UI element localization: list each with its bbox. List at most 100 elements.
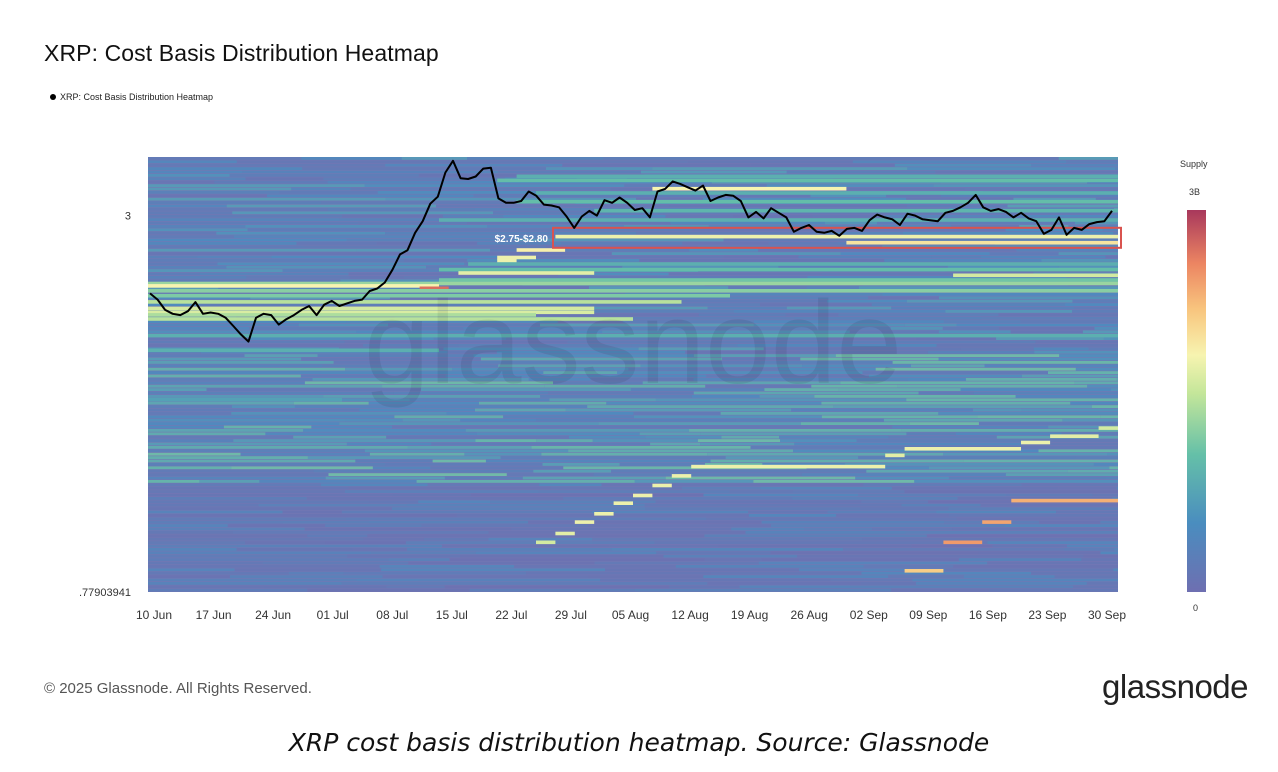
heatmap-cell — [148, 439, 234, 442]
heatmap-cell — [346, 320, 558, 323]
heatmap-cell — [148, 422, 340, 425]
heatmap-cell — [333, 361, 472, 364]
heatmap-cell — [445, 374, 707, 378]
heatmap-cell — [750, 446, 958, 449]
heatmap-cell — [718, 544, 912, 548]
heatmap-cell — [938, 330, 1011, 334]
heatmap-cell — [956, 323, 1118, 327]
x-tick-label: 08 Jul — [376, 608, 408, 622]
heatmap-cell — [1076, 483, 1118, 487]
heatmap-cell — [799, 568, 945, 572]
heatmap-cell — [894, 163, 1032, 167]
heatmap-rising-band — [652, 483, 672, 488]
heatmap-cell — [952, 527, 1118, 531]
heatmap-cell — [148, 340, 345, 344]
heatmap-cell — [148, 473, 329, 476]
heatmap-cell — [430, 466, 564, 470]
heatmap-cell — [753, 480, 915, 483]
heatmap-cell — [910, 422, 979, 425]
heatmap-cell — [148, 503, 259, 507]
heatmap-cell — [317, 354, 474, 357]
heatmap-cell — [987, 541, 1118, 544]
heatmap-cell — [541, 452, 708, 456]
heatmap-cell — [693, 354, 836, 357]
heatmap-cell — [513, 561, 595, 565]
heatmap-cell — [957, 497, 1113, 500]
heatmap-cell — [907, 378, 966, 381]
heatmap-cell — [433, 337, 507, 340]
heatmap-cell — [386, 435, 570, 439]
heatmap-band — [953, 273, 1118, 278]
heatmap-rising-band — [904, 569, 944, 573]
heatmap-cell — [1005, 228, 1103, 232]
heatmap-cell — [1005, 493, 1093, 497]
heatmap-cell — [1074, 381, 1118, 385]
heatmap-cell — [148, 231, 217, 235]
heatmap-cell — [526, 571, 711, 575]
heatmap-cell — [148, 167, 303, 170]
heatmap-cell — [691, 228, 745, 232]
heatmap-cell — [620, 299, 828, 303]
heatmap-cell — [148, 255, 198, 259]
x-tick-label: 30 Sep — [1088, 608, 1126, 622]
price-line[interactable] — [149, 159, 1113, 343]
heatmap-cell — [682, 242, 769, 245]
heatmap-cell — [148, 405, 232, 408]
heatmap-cell — [328, 473, 507, 476]
heatmap-cell — [148, 259, 404, 262]
heatmap-rising-band — [574, 520, 595, 524]
heatmap-cell — [642, 381, 841, 385]
heatmap-cell — [840, 381, 1075, 385]
heatmap-cell — [861, 500, 928, 504]
heatmap-cell — [824, 221, 877, 225]
heatmap-cell — [786, 170, 936, 174]
heatmap-cell — [998, 313, 1071, 317]
heatmap-band — [594, 208, 1118, 213]
heatmap-cell — [1072, 310, 1118, 313]
heatmap-cell — [346, 442, 432, 446]
heatmap-cell — [836, 514, 949, 517]
heatmap-cell — [938, 412, 1118, 415]
heatmap-cell — [1113, 568, 1118, 572]
heatmap-cell — [460, 418, 536, 422]
heatmap-cell — [605, 568, 799, 572]
heatmap-cell — [307, 588, 470, 592]
heatmap-cell — [1038, 449, 1118, 453]
heatmap-cell — [345, 418, 403, 422]
heatmap-cell — [444, 476, 523, 480]
heatmap-cell — [750, 163, 895, 167]
heatmap-cell — [996, 337, 1104, 340]
heatmap-cell — [148, 517, 346, 521]
heatmap-cell — [1109, 466, 1118, 470]
heatmap-cell — [345, 517, 568, 521]
heatmap-cell — [683, 327, 891, 330]
heatmap-cell — [779, 435, 889, 439]
heatmap-cell — [634, 415, 822, 419]
heatmap-cell — [469, 588, 635, 592]
heatmap-cell — [407, 548, 613, 551]
heatmap-cell — [493, 211, 664, 215]
heatmap-cell — [258, 503, 407, 507]
heatmap-cell — [546, 245, 698, 249]
heatmap-cell — [358, 221, 468, 225]
heatmap-cell — [301, 357, 481, 361]
heatmap-cell — [1107, 452, 1118, 456]
legend[interactable]: XRP: Cost Basis Distribution Heatmap — [50, 92, 213, 102]
heatmap-cell — [562, 163, 751, 167]
heatmap-cell — [148, 187, 292, 191]
heatmap-cell — [1033, 347, 1089, 351]
heatmap-cell — [693, 378, 908, 381]
heatmap-cell — [759, 395, 815, 398]
heatmap-cell — [764, 388, 839, 391]
heatmap-cell — [640, 170, 787, 174]
heatmap-cell — [838, 388, 961, 391]
heatmap-cell — [778, 367, 876, 371]
heatmap-cell — [799, 350, 928, 354]
heatmap-cell — [442, 544, 610, 548]
heatmap-rising-band — [633, 493, 653, 498]
heatmap-cell — [448, 170, 499, 174]
heatmap-cell — [148, 391, 231, 395]
heatmap-cell — [148, 357, 302, 361]
heatmap-cell — [464, 452, 542, 456]
